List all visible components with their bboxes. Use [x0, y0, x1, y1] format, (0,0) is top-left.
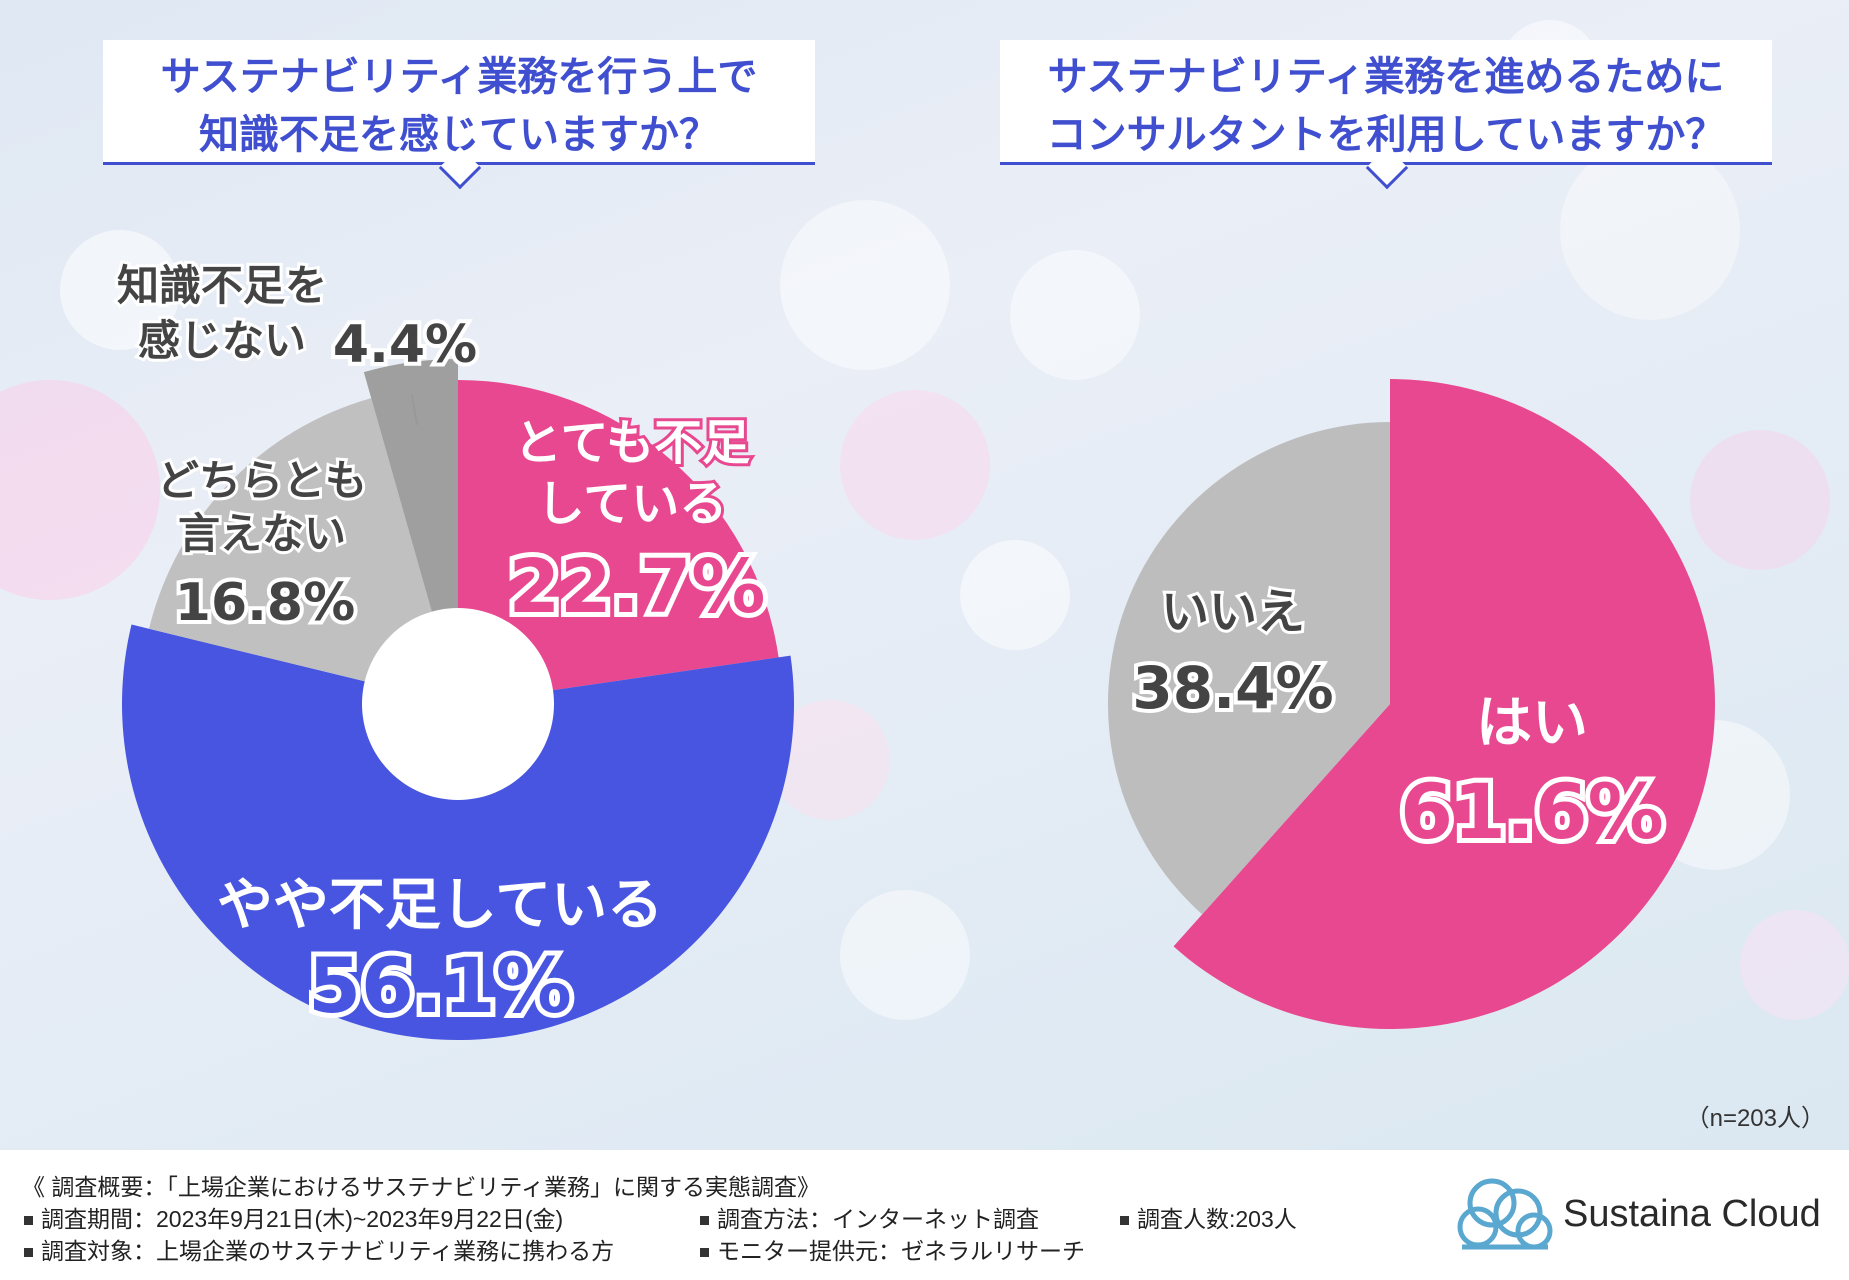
footer-target-text: 調査対象：上場企業のサステナビリティ業務に携わる方: [41, 1238, 615, 1264]
charts: とても不足 している 22.7% やや不足している 56.1% どちらとも 言え…: [116, 261, 1716, 1040]
label-not-line2: 感じない: [138, 316, 306, 365]
footer-count: 調査人数:203人: [1120, 1200, 1297, 1234]
cloud-icon: [1457, 1178, 1553, 1250]
question-left-line1: サステナビリティ業務を行う上で: [160, 54, 758, 100]
label-neither-pct: 16.8%: [175, 573, 355, 633]
label-very-line2: している: [537, 476, 728, 532]
question-left: サステナビリティ業務を行う上で 知識不足を感じていますか？: [103, 40, 815, 165]
label-yes-pct: 61.6%: [1400, 767, 1664, 856]
footer-target: 調査対象：上場企業のサステナビリティ業務に携わる方: [24, 1232, 614, 1266]
label-no-line1: いいえ: [1161, 584, 1305, 640]
leader-line-not: [411, 394, 418, 426]
label-neither-line2: 言えない: [178, 509, 346, 558]
bullet-icon: [1120, 1216, 1129, 1226]
bullet-icon: [700, 1216, 709, 1226]
footer-provider-text: モニター提供元：ゼネラルリサーチ: [717, 1238, 1085, 1264]
bullet-icon: [24, 1248, 33, 1258]
footer-period-text: 調査期間：2023年9月21日(木)~2023年9月22日(金): [41, 1206, 564, 1232]
label-some-pct: 56.1%: [308, 941, 572, 1030]
footer-provider: モニター提供元：ゼネラルリサーチ: [700, 1232, 1085, 1266]
footer-method: 調査方法：インターネット調査: [700, 1200, 1039, 1234]
footer-period: 調査期間：2023年9月21日(木)~2023年9月22日(金): [24, 1200, 563, 1234]
footer-heading: 《 調査概要：「上場企業におけるサステナビリティ業務」に関する実態調査》: [22, 1174, 821, 1200]
pie-chart-consultant: [1107, 378, 1716, 1030]
label-very-pct: 22.7%: [509, 544, 766, 630]
pie-slice-1: [1173, 378, 1716, 1030]
label-not-line1: 知識不足を: [117, 261, 327, 310]
sample-size-note: （n=203人）: [1685, 1105, 1825, 1132]
question-right: サステナビリティ業務を進めるために コンサルタントを利用していますか？: [1000, 40, 1772, 165]
label-not-pct: 4.4%: [333, 315, 477, 375]
pie-slice-1: [458, 380, 779, 704]
question-right-line1: サステナビリティ業務を進めるために: [1047, 54, 1725, 100]
footer-method-text: 調査方法：インターネット調査: [717, 1206, 1039, 1232]
bullet-icon: [700, 1248, 709, 1258]
pie-chart-knowledge: [122, 359, 795, 1040]
label-very-line1: とても不足: [514, 415, 750, 471]
label-no-pct: 38.4%: [1132, 654, 1333, 722]
label-some-line1: やや不足している: [217, 873, 663, 938]
pie-slice-2: [122, 624, 795, 1040]
footer-count-text: 調査人数:203人: [1137, 1206, 1297, 1232]
pie-slice-3: [149, 398, 458, 704]
bullet-icon: [24, 1216, 33, 1226]
label-neither-line1: どちらとも: [157, 456, 367, 505]
donut-hole: [362, 608, 554, 800]
label-yes-line1: はい: [1476, 691, 1588, 756]
pie-slice-2: [1107, 422, 1390, 915]
brand-logo-text: Sustaina Cloud: [1563, 1193, 1821, 1235]
